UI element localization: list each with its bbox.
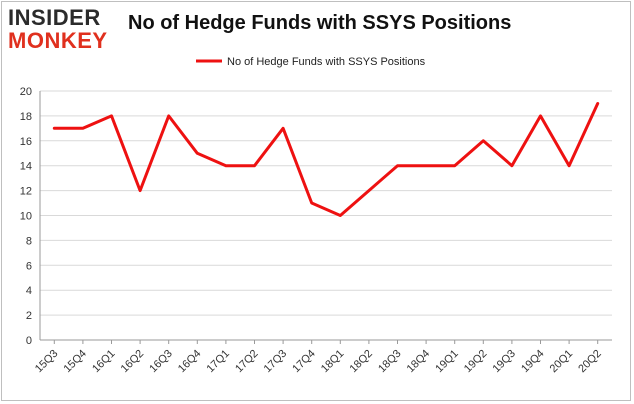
x-tick-label: 18Q2	[347, 348, 375, 376]
y-tick-label: 0	[26, 335, 32, 347]
y-tick-label: 20	[20, 86, 32, 98]
legend: No of Hedge Funds with SSYS Positions	[196, 56, 426, 68]
y-tick-label: 8	[26, 235, 32, 247]
y-tick-label: 14	[20, 161, 32, 173]
y-tick-label: 6	[26, 260, 32, 272]
x-tick-label: 17Q3	[262, 348, 290, 376]
chart-title: No of Hedge Funds with SSYS Positions	[128, 12, 512, 34]
x-tick-label: 18Q4	[405, 348, 433, 376]
x-tick-label: 15Q4	[61, 348, 89, 376]
series-line-0	[52, 102, 600, 217]
x-tick-label: 20Q1	[548, 348, 576, 376]
x-tick-label: 16Q1	[90, 348, 118, 376]
y-tick-labels: 0 2 4 6 8 10 12 14 16 18 20	[20, 86, 32, 347]
y-tick-label: 10	[20, 211, 32, 223]
grid-lines	[40, 90, 612, 316]
x-tick-label: 19Q2	[462, 348, 490, 376]
series-lines	[52, 102, 600, 217]
axes	[39, 91, 612, 344]
x-tick-label: 18Q3	[376, 348, 404, 376]
x-tick-label: 17Q4	[290, 348, 318, 376]
y-tick-label: 4	[26, 285, 32, 297]
logo-line-2: MONKEY	[8, 28, 108, 53]
x-tick-labels: 15Q3 15Q4 16Q1 16Q2 16Q3 16Q4 17Q1 17Q2 17Q3 17Q4…	[33, 348, 604, 376]
y-tick-label: 12	[20, 186, 32, 198]
x-tick-label: 19Q1	[433, 348, 461, 376]
insider-monkey-logo: INSIDER MONKEY	[8, 6, 118, 54]
y-tick-label: 18	[20, 111, 32, 123]
x-tick-label: 19Q3	[490, 348, 518, 376]
x-tick-label: 15Q3	[33, 348, 61, 376]
logo-line-1: INSIDER	[8, 5, 101, 30]
x-tick-label: 17Q1	[204, 348, 232, 376]
x-tick-label: 16Q2	[119, 348, 147, 376]
x-tick-label: 19Q4	[519, 348, 547, 376]
x-tick-label: 16Q4	[176, 348, 204, 376]
x-tick-label: 17Q2	[233, 348, 261, 376]
x-tick-label: 16Q3	[147, 348, 175, 376]
y-tick-label: 16	[20, 136, 32, 148]
x-tick-label: 18Q1	[319, 348, 347, 376]
y-tick-label: 2	[26, 310, 32, 322]
legend-label: No of Hedge Funds with SSYS Positions	[227, 56, 426, 68]
x-tick-label: 20Q2	[576, 348, 604, 376]
